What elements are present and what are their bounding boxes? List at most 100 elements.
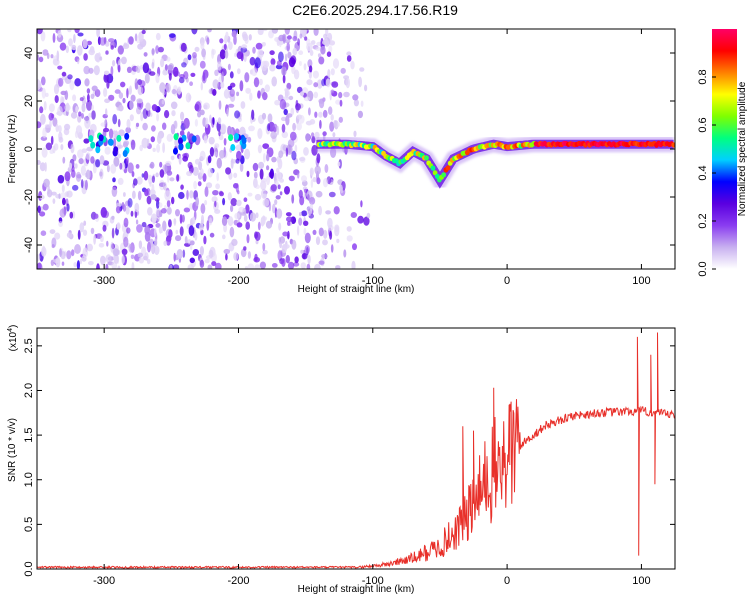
- noise-speck: [278, 222, 282, 231]
- noise-speck: [91, 85, 98, 92]
- noise-speck: [194, 119, 198, 127]
- noise-speck: [323, 229, 328, 239]
- noise-speck: [51, 244, 55, 249]
- noise-speck: [353, 99, 359, 107]
- noise-speck: [234, 110, 241, 119]
- noise-speck: [197, 111, 202, 118]
- noise-speck: [69, 80, 75, 91]
- noise-speck: [253, 171, 258, 179]
- noise-speck: [171, 110, 176, 117]
- noise-speck: [106, 240, 109, 247]
- noise-speck: [40, 31, 46, 42]
- noise-speck: [41, 87, 46, 99]
- noise-speck: [123, 236, 129, 248]
- noise-speck: [154, 238, 158, 247]
- noise-speck: [75, 125, 83, 136]
- noise-speck: [266, 153, 270, 162]
- snr-multiplier-exp: 4: [7, 328, 14, 332]
- noise-speck: [214, 143, 220, 149]
- noise-speck: [186, 131, 191, 141]
- noise-speck: [255, 212, 259, 219]
- noise-speck: [141, 221, 147, 228]
- noise-speck: [280, 116, 287, 122]
- noise-speck: [268, 171, 274, 179]
- noise-speck: [312, 70, 319, 79]
- noise-speck: [77, 114, 82, 123]
- noise-speck: [39, 106, 44, 114]
- noise-speck: [72, 154, 77, 162]
- noise-speck: [200, 229, 204, 236]
- noise-speck: [244, 72, 250, 83]
- cluster-speck: [228, 134, 234, 142]
- spectrogram-xlabel: Height of straight line (km): [298, 284, 415, 295]
- noise-speck: [236, 222, 243, 228]
- ridge-cell: [424, 155, 429, 161]
- noise-speck: [207, 29, 212, 33]
- noise-speck: [164, 190, 171, 201]
- ridge-cell: [671, 142, 675, 148]
- noise-speck: [99, 37, 107, 46]
- noise-speck: [161, 208, 167, 214]
- noise-speck: [352, 94, 359, 101]
- noise-speck: [330, 89, 335, 94]
- noise-speck: [137, 190, 142, 201]
- noise-speck: [276, 125, 280, 136]
- noise-speck: [50, 54, 54, 59]
- noise-speck: [183, 71, 189, 80]
- noise-speck: [288, 95, 294, 101]
- noise-speck: [37, 29, 43, 35]
- noise-speck: [142, 108, 149, 119]
- noise-speck: [220, 81, 225, 89]
- noise-speck: [164, 110, 170, 119]
- noise-speck: [276, 208, 283, 219]
- noise-speck: [126, 88, 129, 99]
- noise-speck: [70, 112, 78, 119]
- noise-speck: [173, 218, 177, 225]
- snr-series-line: [37, 332, 675, 569]
- noise-speck: [243, 246, 247, 251]
- noise-speck: [257, 128, 263, 140]
- noise-speck: [142, 62, 150, 74]
- noise-speck: [253, 178, 258, 188]
- noise-speck: [86, 99, 93, 111]
- noise-speck: [155, 45, 160, 54]
- noise-speck: [49, 229, 56, 235]
- noise-speck: [313, 29, 319, 36]
- noise-speck: [65, 124, 70, 129]
- noise-speck: [207, 167, 213, 178]
- noise-speck: [254, 264, 261, 269]
- noise-speck: [270, 131, 278, 140]
- noise-speck: [51, 113, 55, 119]
- noise-speck: [203, 235, 207, 245]
- noise-speck: [291, 194, 295, 204]
- noise-speck: [144, 188, 149, 197]
- noise-speck: [235, 144, 243, 151]
- noise-speck: [123, 192, 126, 197]
- noise-speck: [168, 72, 172, 81]
- noise-speck: [130, 210, 134, 217]
- noise-speck: [221, 71, 225, 83]
- noise-speck: [332, 58, 340, 69]
- noise-speck: [299, 114, 305, 124]
- noise-speck: [238, 206, 245, 213]
- noise-speck: [141, 29, 146, 35]
- noise-speck: [359, 67, 365, 72]
- noise-speck: [137, 252, 143, 258]
- colorbar-tick-label: 0.0: [697, 261, 709, 276]
- noise-speck: [162, 90, 166, 96]
- noise-speck: [221, 216, 228, 227]
- noise-speck: [111, 186, 118, 197]
- noise-speck: [103, 73, 109, 83]
- noise-speck: [98, 243, 105, 248]
- noise-speck: [336, 238, 340, 244]
- noise-speck: [318, 56, 325, 65]
- noise-speck: [110, 241, 114, 253]
- noise-speck: [236, 150, 242, 161]
- noise-speck: [162, 122, 167, 130]
- noise-speck: [240, 47, 248, 53]
- noise-speck: [271, 29, 279, 34]
- ridge-cell: [430, 165, 436, 171]
- noise-speck: [307, 194, 310, 201]
